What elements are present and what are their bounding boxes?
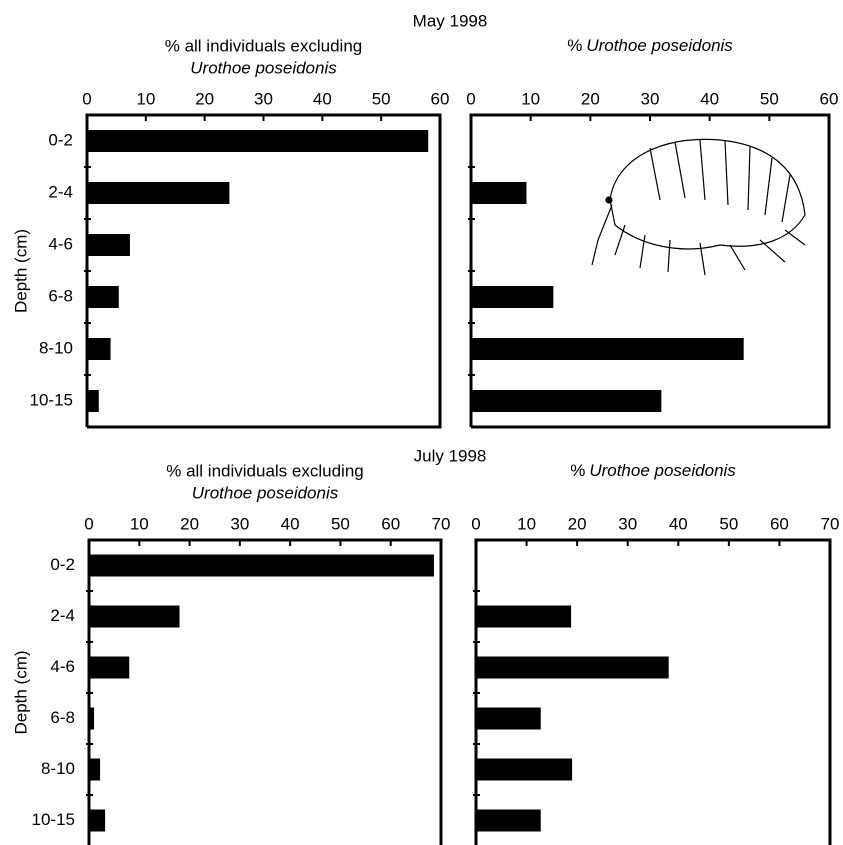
x-tick-label: 60 <box>770 514 789 533</box>
bar <box>476 606 571 628</box>
y-tick-label: 10-15 <box>32 810 75 829</box>
bar <box>87 130 428 152</box>
y-tick-label: 0-2 <box>48 130 73 149</box>
x-axis-label: Urothoe poseidonis <box>192 483 339 502</box>
x-tick-label: 50 <box>372 89 391 108</box>
y-tick-label: 4-6 <box>50 657 75 676</box>
y-axis-label: Depth (cm) <box>11 650 30 734</box>
y-tick-label: 6-8 <box>50 708 75 727</box>
x-tick-label: 40 <box>669 514 688 533</box>
x-tick-label: 30 <box>230 514 249 533</box>
x-tick-label: 30 <box>618 514 637 533</box>
bar <box>471 286 553 308</box>
x-axis-label: %Urothoe poseidonis <box>567 36 733 55</box>
bar <box>89 759 100 781</box>
bar <box>87 390 99 412</box>
x-axis-label-part: Urothoe poseidonis <box>589 461 736 480</box>
bar <box>471 338 744 360</box>
x-tick-label: 0 <box>471 514 480 533</box>
bar <box>471 390 661 412</box>
plot-frame <box>87 115 440 427</box>
plot-frame <box>471 115 829 427</box>
bar <box>87 182 229 204</box>
x-tick-label: 20 <box>581 89 600 108</box>
bar <box>89 708 94 730</box>
bar <box>87 234 130 256</box>
x-axis-label: % all individuals excluding <box>166 461 364 480</box>
y-tick-label: 0-2 <box>50 555 75 574</box>
y-tick-label: 10-15 <box>30 390 73 409</box>
y-tick-label: 8-10 <box>41 759 75 778</box>
x-tick-label: 60 <box>431 89 450 108</box>
bar <box>89 606 180 628</box>
y-tick-label: 2-4 <box>48 182 73 201</box>
x-tick-label: 10 <box>136 89 155 108</box>
y-tick-label: 6-8 <box>48 286 73 305</box>
x-axis-label-part: % <box>570 461 585 480</box>
bar <box>89 657 129 679</box>
bar <box>476 759 572 781</box>
figure-title: July 1998 <box>414 446 487 465</box>
x-axis-label: %Urothoe poseidonis <box>570 461 736 480</box>
x-tick-label: 0 <box>466 89 475 108</box>
y-tick-label: 8-10 <box>39 338 73 357</box>
x-tick-label: 30 <box>641 89 660 108</box>
x-tick-label: 20 <box>195 89 214 108</box>
x-axis-label-part: Urothoe poseidonis <box>586 36 733 55</box>
plot-frame <box>89 540 441 845</box>
x-tick-label: 70 <box>432 514 451 533</box>
x-tick-label: 60 <box>820 89 839 108</box>
bar <box>89 810 105 832</box>
x-axis-label-part: % <box>567 36 582 55</box>
x-tick-label: 70 <box>821 514 840 533</box>
x-tick-label: 20 <box>180 514 199 533</box>
x-tick-label: 0 <box>82 89 91 108</box>
amphipod-drawing <box>592 139 805 275</box>
bar <box>476 708 541 730</box>
x-tick-label: 10 <box>521 89 540 108</box>
bar <box>471 182 526 204</box>
y-axis-label: Depth (cm) <box>11 229 30 313</box>
x-tick-label: 50 <box>719 514 738 533</box>
x-tick-label: 20 <box>568 514 587 533</box>
y-tick-label: 4-6 <box>48 234 73 253</box>
bar <box>89 555 434 577</box>
x-tick-label: 40 <box>313 89 332 108</box>
y-tick-label: 2-4 <box>50 606 75 625</box>
x-tick-label: 30 <box>254 89 273 108</box>
x-tick-label: 0 <box>84 514 93 533</box>
x-axis-label: Urothoe poseidonis <box>190 58 337 77</box>
x-tick-label: 60 <box>381 514 400 533</box>
plot-frame <box>476 540 830 845</box>
x-tick-label: 10 <box>130 514 149 533</box>
page: {"chart_data": [ {"title": "May 1998", "… <box>0 0 843 845</box>
bar <box>476 810 541 832</box>
x-tick-label: 50 <box>331 514 350 533</box>
bar <box>87 338 111 360</box>
x-tick-label: 50 <box>760 89 779 108</box>
figure: May 1998 % all individuals excluding Uroth… <box>0 0 843 845</box>
x-tick-label: 40 <box>700 89 719 108</box>
x-tick-label: 40 <box>281 514 300 533</box>
bar <box>476 657 669 679</box>
x-axis-label: % all individuals excluding <box>165 36 363 55</box>
figure-title: May 1998 <box>413 11 488 30</box>
x-tick-label: 10 <box>517 514 536 533</box>
bar <box>87 286 119 308</box>
